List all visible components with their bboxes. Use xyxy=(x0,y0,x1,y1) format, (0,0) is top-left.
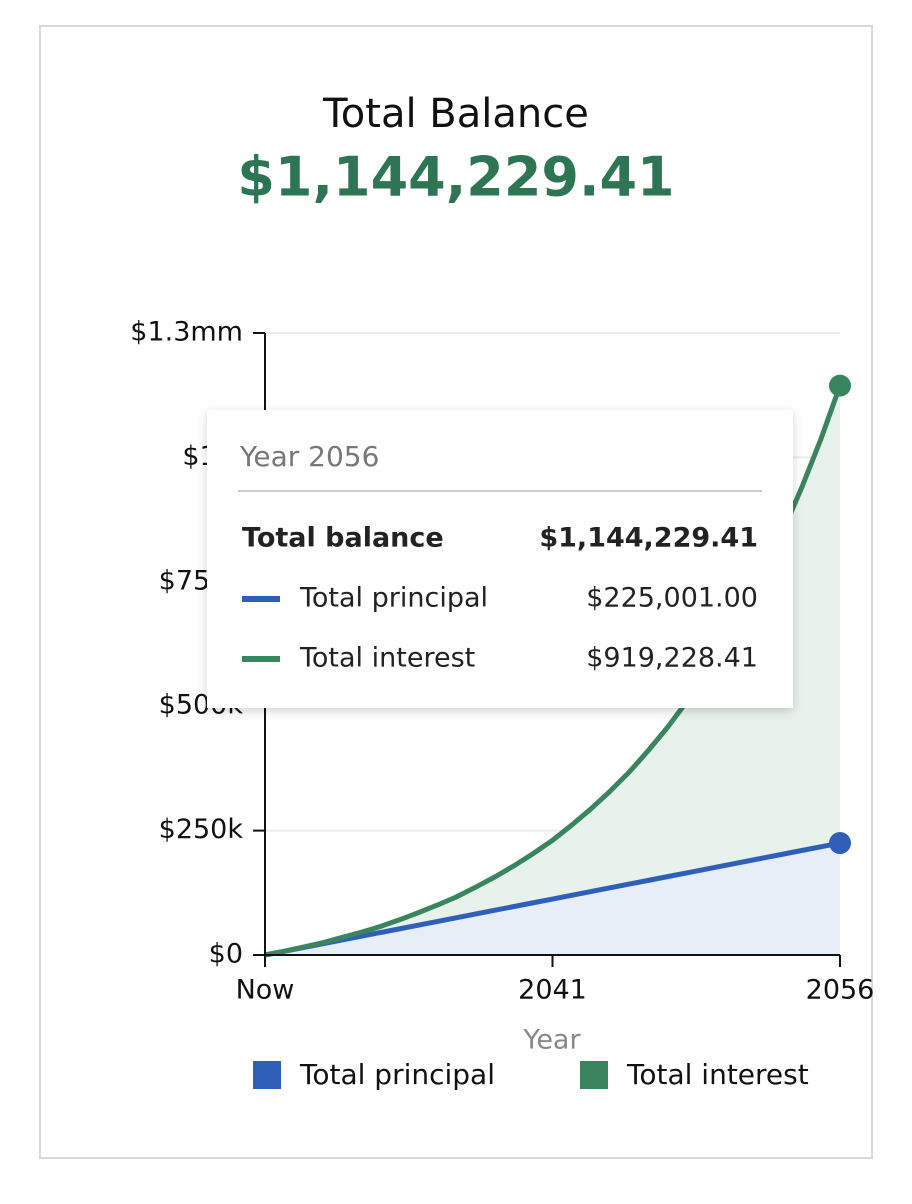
area xyxy=(265,385,840,955)
line xyxy=(264,840,841,958)
end-point xyxy=(829,374,851,397)
y-tick-label: $1.3mm xyxy=(130,317,243,348)
tooltip-value: $225,001.00 xyxy=(586,583,758,614)
y-tick-label: $0 xyxy=(209,939,243,970)
legend-swatch xyxy=(580,1061,608,1089)
legend-swatch xyxy=(253,1061,281,1089)
x-tick-label: 2056 xyxy=(806,975,875,1006)
tooltip-label: Total principal xyxy=(299,583,488,614)
tooltip-label: Total balance xyxy=(242,523,444,554)
header-amount: $1,144,229.41 xyxy=(237,146,674,209)
header-title: Total Balance xyxy=(322,91,589,137)
tooltip: Year 2056 Total balance $1,144,229.41 To… xyxy=(207,410,793,708)
tooltip-title: Year 2056 xyxy=(239,440,379,473)
area xyxy=(265,843,840,955)
legend-label: Total principal xyxy=(299,1058,495,1091)
end-point xyxy=(829,832,851,855)
legend-label: Total interest xyxy=(626,1058,809,1091)
x-tick-label: 2041 xyxy=(518,975,587,1006)
tooltip-value: $919,228.41 xyxy=(586,643,758,674)
tooltip-box xyxy=(207,410,793,708)
tooltip-label: Total interest xyxy=(299,643,475,674)
x-axis-label: Year xyxy=(522,1025,581,1056)
tooltip-value: $1,144,229.41 xyxy=(539,523,758,554)
y-tick-label: $250k xyxy=(159,814,244,845)
x-tick-label: Now xyxy=(236,975,295,1006)
